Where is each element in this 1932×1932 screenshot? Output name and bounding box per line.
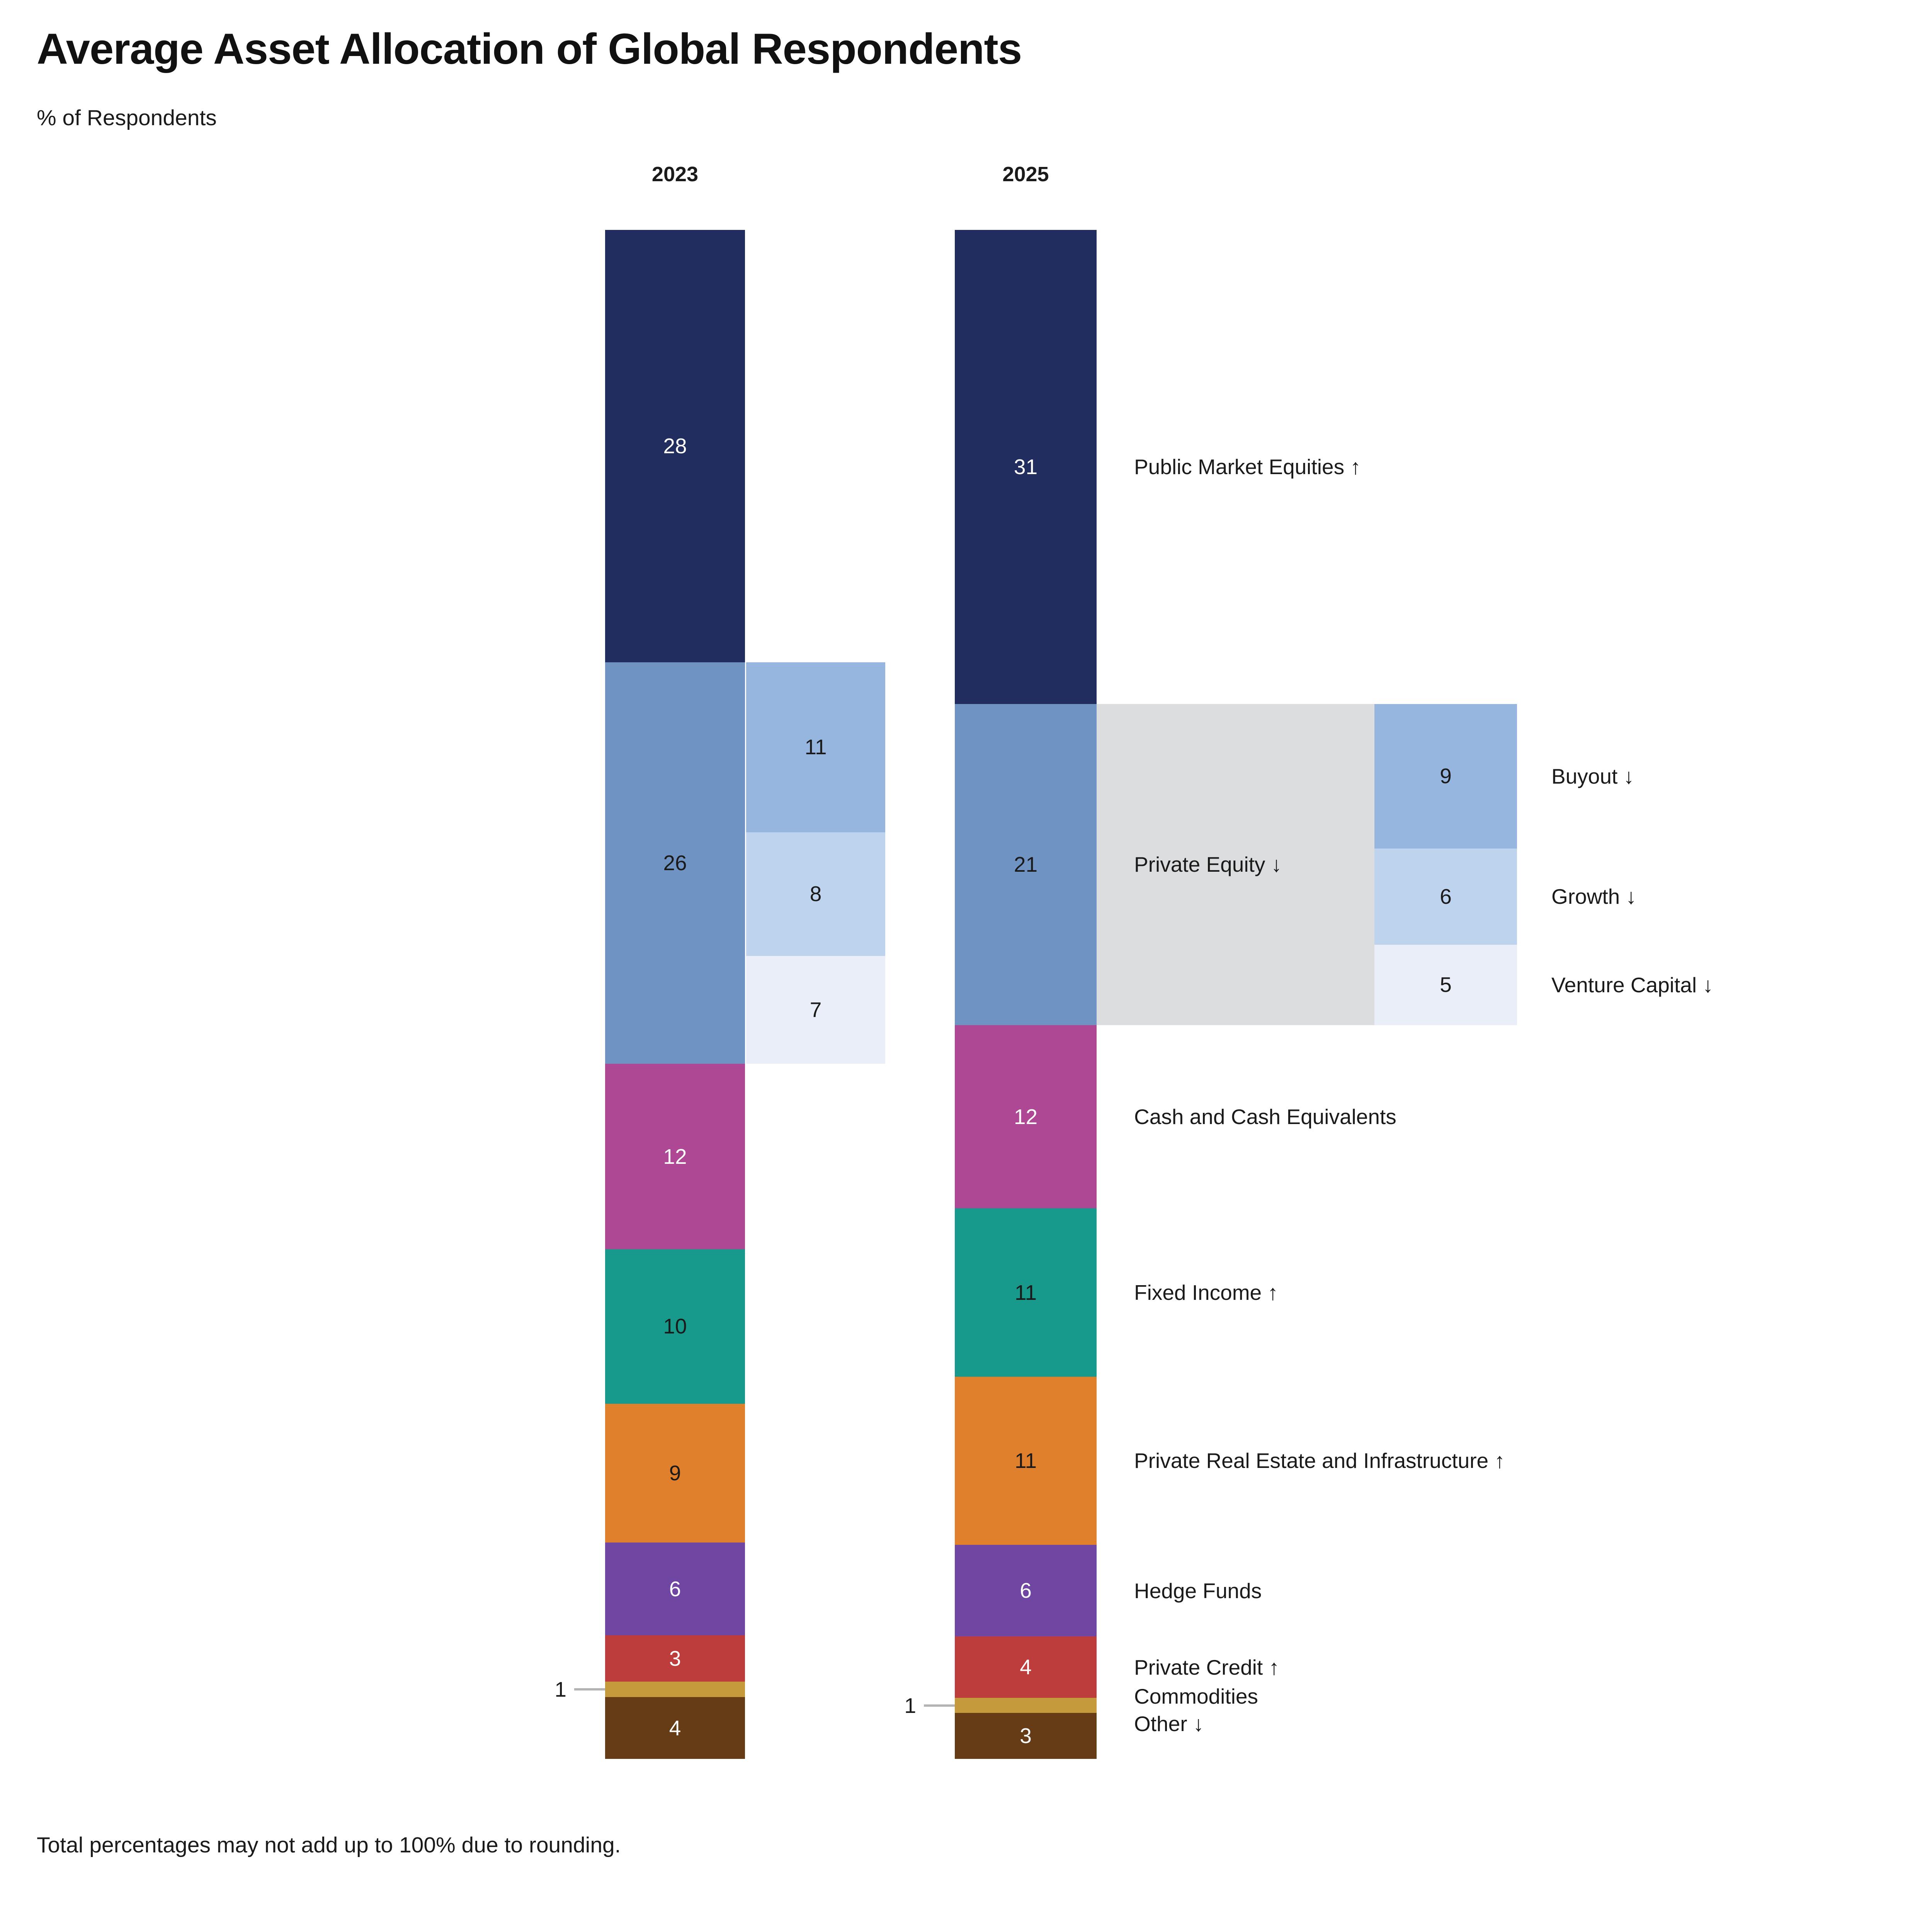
bar-value-2025-fixed-income: 11 (1014, 1280, 1037, 1304)
bar-segment-2025-fixed-income: 11 (955, 1208, 1097, 1377)
bar-value-2025-hedge-funds: 6 (1020, 1578, 1032, 1603)
private-equity-box-label: Private Equity ↓ (1134, 852, 1282, 877)
sub-segment-2023-venture-capital: 7 (746, 956, 885, 1064)
bar-segment-2023-commodities (605, 1682, 745, 1697)
bar-value-2025-other: 3 (1020, 1724, 1032, 1748)
sub-label-venture-capital: Venture Capital ↓ (1551, 973, 1713, 997)
bar-segment-2023-other: 4 (605, 1697, 745, 1759)
segment-label-private-credit: Private Credit ↑ (1134, 1655, 1279, 1679)
segment-label-commodities: Commodities (1134, 1684, 1258, 1708)
bar-value-2025-public-market-equities: 31 (1014, 454, 1038, 479)
sub-label-growth: Growth ↓ (1551, 884, 1637, 909)
private-equity-box: Private Equity ↓ (1097, 704, 1374, 1025)
bar-segment-2025-other: 3 (955, 1713, 1097, 1759)
sub-value-2023-growth: 8 (810, 882, 822, 906)
segment-label-private-real-estate-and-infrastructure: Private Real Estate and Infrastructure ↑ (1134, 1449, 1505, 1473)
callout-line-2023-commodities (574, 1688, 605, 1691)
chart-title: Average Asset Allocation of Global Respo… (37, 25, 1022, 73)
bar-segment-2025-private-real-estate-and-infrastructure: 11 (955, 1376, 1097, 1545)
bar-segment-2025-private-credit: 4 (955, 1636, 1097, 1698)
bar-value-2025-cash-and-cash-equivalents: 12 (1014, 1104, 1038, 1129)
bar-value-2025-private-credit: 4 (1020, 1655, 1032, 1679)
bar-segment-2023-hedge-funds: 6 (605, 1543, 745, 1636)
bar-value-2023-fixed-income: 10 (663, 1314, 687, 1338)
bar-value-2023-private-credit: 3 (669, 1646, 681, 1670)
bar-segment-2023-private-equity: 26 (605, 662, 745, 1064)
callout-value-2025-commodities: 1 (904, 1693, 916, 1718)
bar-segment-2023-private-credit: 3 (605, 1635, 745, 1682)
bar-value-2023-private-equity: 26 (663, 851, 687, 875)
sub-value-2023-buyout: 11 (804, 735, 827, 759)
bar-value-2023-hedge-funds: 6 (669, 1577, 681, 1601)
bar-segment-2023-cash-and-cash-equivalents: 12 (605, 1064, 745, 1249)
column-header-2023: 2023 (651, 163, 699, 186)
bar-value-2023-cash-and-cash-equivalents: 12 (663, 1144, 687, 1168)
segment-label-other: Other ↓ (1134, 1711, 1204, 1736)
segment-label-cash-and-cash-equivalents: Cash and Cash Equivalents (1134, 1105, 1396, 1129)
bar-segment-2025-hedge-funds: 6 (955, 1545, 1097, 1637)
segment-label-hedge-funds: Hedge Funds (1134, 1578, 1262, 1603)
sub-label-buyout: Buyout ↓ (1551, 764, 1634, 788)
column-header-2025: 2025 (1002, 163, 1049, 186)
sub-segment-2023-growth: 8 (746, 832, 885, 956)
bar-segment-2025-private-equity: 21 (955, 704, 1097, 1025)
segment-label-fixed-income: Fixed Income ↑ (1134, 1281, 1278, 1305)
sub-value-2025-buyout: 9 (1440, 764, 1452, 788)
callout-line-2025-commodities (924, 1704, 955, 1707)
bar-segment-2025-commodities (955, 1697, 1097, 1713)
sub-value-2025-venture-capital: 5 (1440, 973, 1452, 997)
bar-value-2023-private-real-estate-and-infrastructure: 9 (669, 1461, 681, 1485)
chart-footnote: Total percentages may not add up to 100%… (37, 1833, 621, 1857)
sub-segment-2025-venture-capital: 5 (1374, 944, 1517, 1025)
chart-subtitle: % of Respondents (37, 105, 217, 130)
bar-value-2025-private-equity: 21 (1014, 852, 1038, 876)
sub-value-2023-venture-capital: 7 (810, 997, 822, 1022)
callout-value-2023-commodities: 1 (554, 1677, 566, 1702)
bar-segment-2025-cash-and-cash-equivalents: 12 (955, 1025, 1097, 1209)
segment-label-public-market-equities: Public Market Equities ↑ (1134, 455, 1361, 479)
sub-value-2025-growth: 6 (1440, 884, 1452, 908)
bar-segment-2025-public-market-equities: 31 (955, 230, 1097, 704)
sub-segment-2023-buyout: 11 (746, 662, 885, 832)
bar-value-2023-other: 4 (669, 1716, 681, 1740)
sub-segment-2025-buyout: 9 (1374, 704, 1517, 849)
bar-segment-2023-fixed-income: 10 (605, 1249, 745, 1404)
bar-segment-2023-public-market-equities: 28 (605, 230, 745, 663)
sub-segment-2025-growth: 6 (1374, 848, 1517, 945)
bar-segment-2023-private-real-estate-and-infrastructure: 9 (605, 1403, 745, 1543)
bar-value-2023-public-market-equities: 28 (663, 434, 687, 458)
bar-value-2025-private-real-estate-and-infrastructure: 11 (1014, 1448, 1037, 1473)
